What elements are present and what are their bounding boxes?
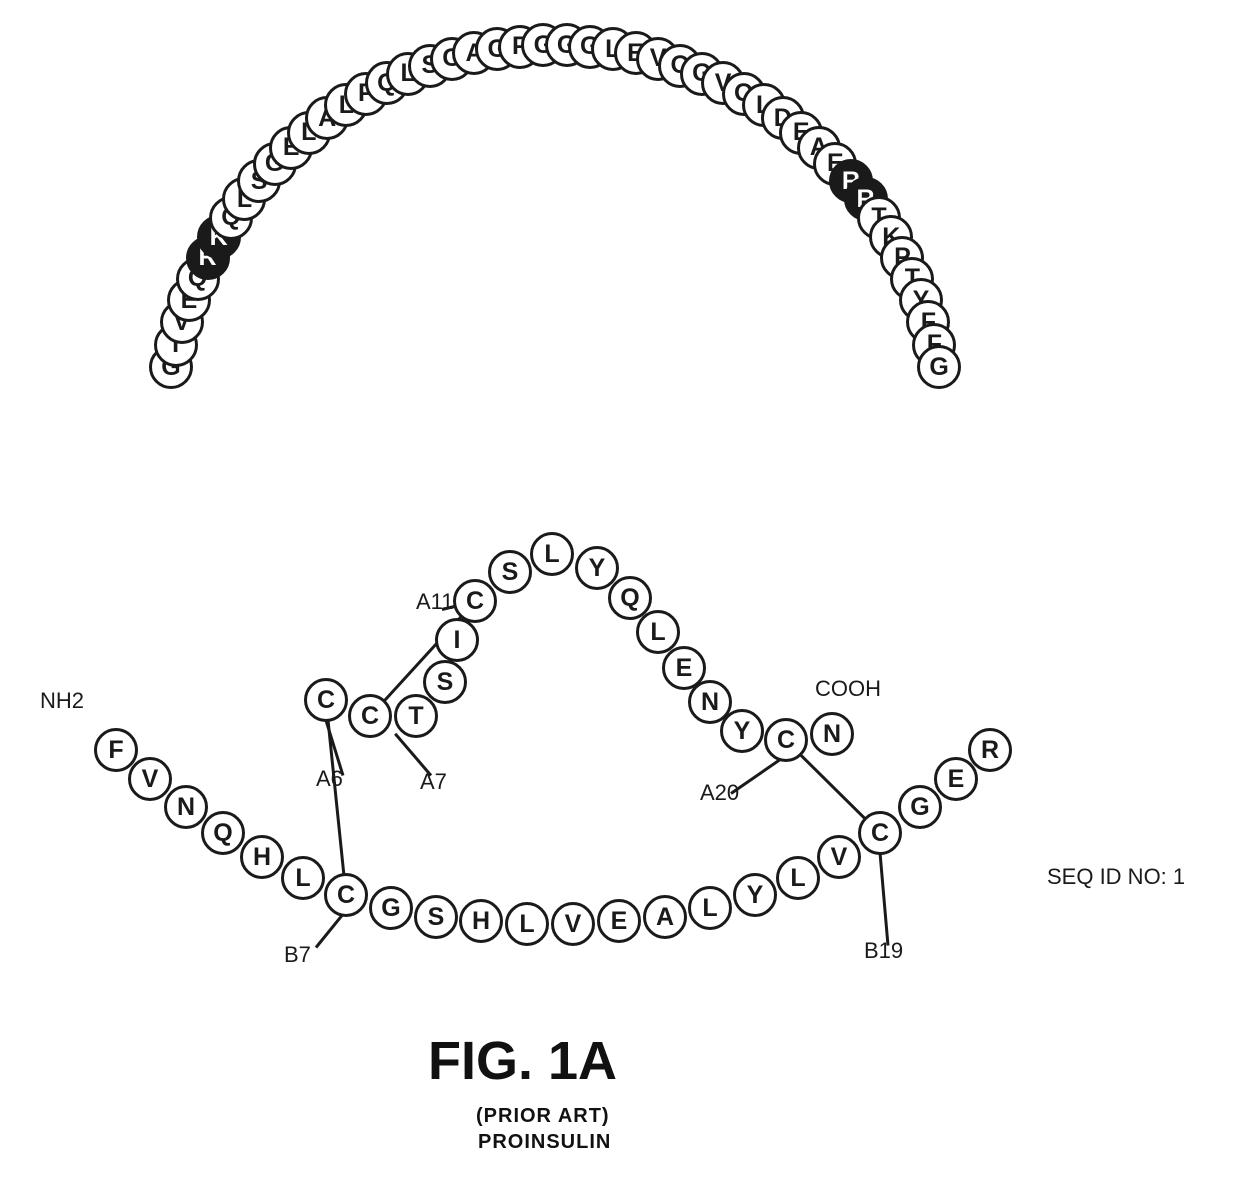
a-chain-res-4: I [435, 618, 479, 662]
b-chain-res-19: G [898, 785, 942, 829]
b-chain-res-2: N [164, 785, 208, 829]
b-chain-res-15: Y [733, 873, 777, 917]
b-chain-res-17: V [817, 835, 861, 879]
figure-subtitle-prior-art: (PRIOR ART) [476, 1105, 610, 1128]
b-chain-res-21: R [968, 728, 1012, 772]
a-chain-res-6: S [488, 550, 532, 594]
figure-subtitle-proinsulin: PROINSULIN [478, 1131, 611, 1154]
a-chain-res-2: T [394, 694, 438, 738]
label-b7: B7 [284, 942, 311, 968]
label-a7: A7 [420, 769, 447, 795]
label-a11: A11 [416, 589, 454, 615]
B19_C: C [858, 811, 902, 855]
b-chain-res-9: H [459, 899, 503, 943]
b-chain-res-11: V [551, 902, 595, 946]
b-chain-res-13: A [643, 895, 687, 939]
figure-title: FIG. 1A [428, 1030, 617, 1092]
A11_C: C [453, 579, 497, 623]
pointer-line-5 [879, 852, 890, 945]
label-b19: B19 [864, 938, 903, 964]
b-chain-res-1: V [128, 757, 172, 801]
b-chain-res-7: G [369, 886, 413, 930]
label-seq: SEQ ID NO: 1 [1047, 864, 1185, 890]
B7_C: C [324, 873, 368, 917]
b-chain-res-20: E [934, 757, 978, 801]
A7_C: C [348, 694, 392, 738]
a-chain-res-7: L [530, 532, 574, 576]
b-chain-res-10: L [505, 902, 549, 946]
label-cooh: COOH [815, 676, 881, 702]
cpep-res-47: G [917, 345, 961, 389]
label-a6: A6 [316, 766, 343, 792]
a-chain-res-13: Y [720, 709, 764, 753]
a-chain-res-15: N [810, 712, 854, 756]
A20_C: C [764, 718, 808, 762]
b-chain-res-14: L [688, 886, 732, 930]
label-a20: A20 [700, 780, 739, 806]
label-nh2: NH2 [40, 688, 84, 714]
b-chain-res-4: H [240, 835, 284, 879]
b-chain-res-3: Q [201, 811, 245, 855]
b-chain-res-8: S [414, 895, 458, 939]
a-chain-res-3: S [423, 660, 467, 704]
b-chain-res-16: L [776, 856, 820, 900]
b-chain-res-5: L [281, 856, 325, 900]
diagram-canvas: GIVEQRKQLSGELALPQLSGAGPGGGLEVOGVQLDEAERR… [0, 0, 1240, 1195]
b-chain-res-12: E [597, 899, 641, 943]
A6_C: C [304, 678, 348, 722]
